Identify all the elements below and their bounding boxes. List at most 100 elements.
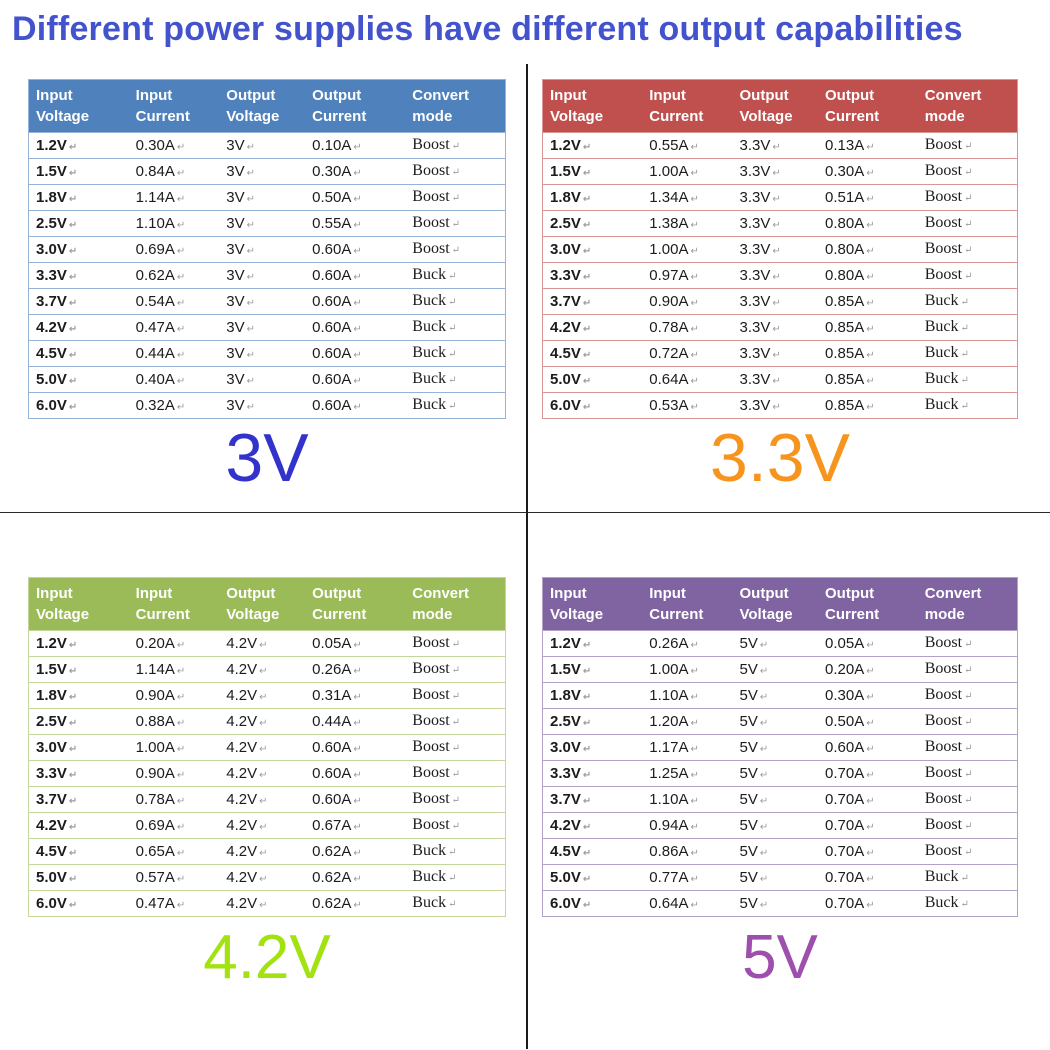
output-voltage-cell: 4.2V: [219, 656, 306, 683]
output-current-cell: 0.60A: [305, 236, 406, 263]
input-current-cell: 0.62A: [128, 262, 220, 289]
convert-mode-cell: Buck: [405, 262, 506, 289]
input-current-cell: 0.53A: [642, 392, 733, 419]
convert-mode-cell: Boost: [917, 262, 1018, 289]
output-voltage-cell: 4.2V: [219, 682, 306, 709]
table-row: 3.0V0.69A3V0.60ABoost: [28, 236, 506, 263]
input-voltage-cell: 3.7V: [542, 786, 643, 813]
output-voltage-cell: 3V: [219, 236, 306, 263]
input-current-cell: 1.17A: [642, 734, 733, 761]
input-current-cell: 1.00A: [642, 236, 733, 263]
input-current-cell: 1.38A: [642, 210, 733, 237]
convert-mode-cell: Boost: [405, 236, 506, 263]
input-current-cell: 0.97A: [642, 262, 733, 289]
output-current-cell: 0.62A: [305, 890, 406, 917]
output-current-cell: 0.70A: [818, 812, 918, 839]
output-current-cell: 0.85A: [818, 366, 918, 393]
output-current-cell: 0.60A: [305, 392, 406, 419]
convert-mode-cell: Boost: [917, 158, 1018, 185]
input-current-cell: 0.86A: [642, 838, 733, 865]
output-voltage-cell: 4.2V: [219, 734, 306, 761]
output-current-cell: 0.60A: [305, 288, 406, 315]
output-current-cell: 0.85A: [818, 288, 918, 315]
output-current-cell: 0.62A: [305, 838, 406, 865]
input-voltage-cell: 1.5V: [28, 158, 129, 185]
convert-mode-cell: Buck: [405, 864, 506, 891]
output-voltage-cell: 5V: [732, 890, 818, 917]
table-row: 2.5V1.20A5V0.50ABoost: [542, 708, 1018, 735]
output-current-cell: 0.26A: [305, 656, 406, 683]
column-header: Convert mode: [917, 577, 1018, 631]
output-current-cell: 0.05A: [305, 630, 406, 657]
table-row: 2.5V1.10A3V0.55ABoost: [28, 210, 506, 237]
input-current-cell: 0.90A: [642, 288, 733, 315]
output-current-cell: 0.80A: [818, 236, 918, 263]
input-current-cell: 1.25A: [642, 760, 733, 787]
input-current-cell: 0.47A: [128, 890, 220, 917]
convert-mode-cell: Boost: [405, 786, 506, 813]
table-row: 5.0V0.77A5V0.70ABuck: [542, 864, 1018, 891]
output-current-cell: 0.51A: [818, 184, 918, 211]
output-current-cell: 0.30A: [818, 158, 918, 185]
convert-mode-cell: Boost: [917, 682, 1018, 709]
output-current-cell: 0.60A: [305, 366, 406, 393]
table-row: 4.2V0.47A3V0.60ABuck: [28, 314, 506, 341]
power-table-5v: Input Voltage Input Current Output Voltage…: [542, 577, 1018, 917]
output-voltage-cell: 3.3V: [732, 184, 818, 211]
input-current-cell: 0.65A: [128, 838, 220, 865]
convert-mode-cell: Boost: [405, 184, 506, 211]
convert-mode-cell: Boost: [405, 630, 506, 657]
input-current-cell: 1.10A: [642, 682, 733, 709]
input-voltage-cell: 1.2V: [28, 132, 129, 159]
input-current-cell: 0.54A: [128, 288, 220, 315]
output-current-cell: 0.60A: [818, 734, 918, 761]
table-row: 4.2V0.94A5V0.70ABoost: [542, 812, 1018, 839]
output-voltage-cell: 4.2V: [219, 890, 306, 917]
convert-mode-cell: Boost: [405, 708, 506, 735]
column-header: Input Voltage: [28, 79, 129, 133]
input-current-cell: 0.44A: [128, 340, 220, 367]
input-current-cell: 0.64A: [642, 890, 733, 917]
header-row: Input Voltage Input Current Output Voltage…: [542, 577, 1018, 631]
convert-mode-cell: Boost: [405, 682, 506, 709]
input-voltage-cell: 6.0V: [28, 392, 129, 419]
output-voltage-cell: 4.2V: [219, 786, 306, 813]
table-row: 3.0V1.17A5V0.60ABoost: [542, 734, 1018, 761]
output-voltage-cell: 3V: [219, 184, 306, 211]
input-current-cell: 0.20A: [128, 630, 220, 657]
table-row: 1.8V0.90A4.2V0.31ABoost: [28, 682, 506, 709]
table-row: 4.5V0.72A3.3V0.85ABuck: [542, 340, 1018, 367]
input-voltage-cell: 1.8V: [28, 682, 129, 709]
output-current-cell: 0.50A: [818, 708, 918, 735]
convert-mode-cell: Boost: [917, 708, 1018, 735]
column-header: Input Voltage: [28, 577, 129, 631]
input-voltage-cell: 6.0V: [542, 392, 643, 419]
convert-mode-cell: Buck: [405, 314, 506, 341]
convert-mode-cell: Boost: [405, 734, 506, 761]
output-current-cell: 0.30A: [305, 158, 406, 185]
convert-mode-cell: Boost: [917, 236, 1018, 263]
column-header: Input Current: [128, 79, 220, 133]
input-voltage-cell: 1.2V: [28, 630, 129, 657]
convert-mode-cell: Buck: [917, 340, 1018, 367]
convert-mode-cell: Buck: [917, 288, 1018, 315]
input-voltage-cell: 5.0V: [542, 366, 643, 393]
output-current-cell: 0.55A: [305, 210, 406, 237]
input-current-cell: 0.69A: [128, 812, 220, 839]
table-row: 3.0V1.00A4.2V0.60ABoost: [28, 734, 506, 761]
input-current-cell: 0.72A: [642, 340, 733, 367]
column-header: Output Current: [818, 79, 918, 133]
convert-mode-cell: Buck: [405, 366, 506, 393]
input-voltage-cell: 3.0V: [542, 236, 643, 263]
table-row: 2.5V1.38A3.3V0.80ABoost: [542, 210, 1018, 237]
input-voltage-cell: 4.2V: [28, 314, 129, 341]
output-current-cell: 0.70A: [818, 864, 918, 891]
output-current-cell: 0.44A: [305, 708, 406, 735]
input-current-cell: 0.88A: [128, 708, 220, 735]
input-current-cell: 0.94A: [642, 812, 733, 839]
table-row: 3.7V0.54A3V0.60ABuck: [28, 288, 506, 315]
table-row: 4.5V0.44A3V0.60ABuck: [28, 340, 506, 367]
convert-mode-cell: Buck: [405, 340, 506, 367]
input-voltage-cell: 1.8V: [542, 682, 643, 709]
output-current-cell: 0.10A: [305, 132, 406, 159]
